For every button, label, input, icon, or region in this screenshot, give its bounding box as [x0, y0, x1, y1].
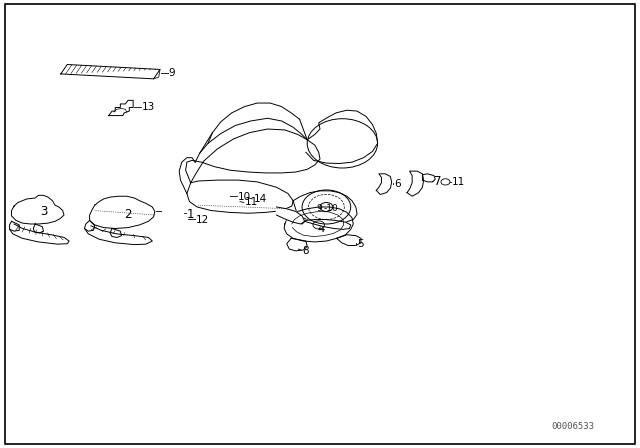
Text: 1: 1: [187, 207, 195, 221]
Polygon shape: [302, 220, 351, 229]
Polygon shape: [10, 224, 69, 244]
Polygon shape: [12, 195, 64, 224]
Polygon shape: [187, 180, 293, 213]
Polygon shape: [287, 238, 307, 251]
Polygon shape: [84, 220, 95, 231]
Polygon shape: [110, 228, 122, 237]
Polygon shape: [61, 65, 160, 79]
Text: 14: 14: [253, 194, 267, 204]
Polygon shape: [33, 224, 44, 233]
Polygon shape: [376, 174, 392, 194]
Polygon shape: [10, 221, 19, 231]
Text: 7: 7: [434, 175, 442, 189]
Text: 5: 5: [357, 239, 364, 249]
Polygon shape: [84, 226, 152, 245]
Polygon shape: [284, 207, 353, 242]
Text: 9: 9: [317, 204, 323, 213]
Text: 12: 12: [196, 215, 209, 224]
Polygon shape: [186, 129, 320, 183]
Text: 4: 4: [317, 222, 325, 235]
Polygon shape: [109, 100, 133, 116]
Text: 10: 10: [238, 192, 252, 202]
Polygon shape: [293, 191, 357, 224]
Polygon shape: [337, 235, 361, 246]
Text: 8: 8: [302, 246, 308, 256]
Text: 3: 3: [40, 205, 47, 218]
Polygon shape: [90, 196, 155, 228]
Polygon shape: [306, 110, 378, 164]
Text: 6: 6: [394, 179, 401, 189]
Text: 11: 11: [452, 177, 465, 187]
Polygon shape: [407, 171, 424, 196]
Polygon shape: [422, 174, 435, 182]
Text: -10: -10: [324, 204, 339, 213]
Text: 2: 2: [124, 207, 132, 221]
Text: 00006533: 00006533: [551, 422, 595, 431]
Text: 11: 11: [245, 198, 259, 207]
Text: 13: 13: [142, 102, 156, 112]
Text: 9: 9: [168, 69, 175, 78]
Polygon shape: [276, 207, 305, 224]
